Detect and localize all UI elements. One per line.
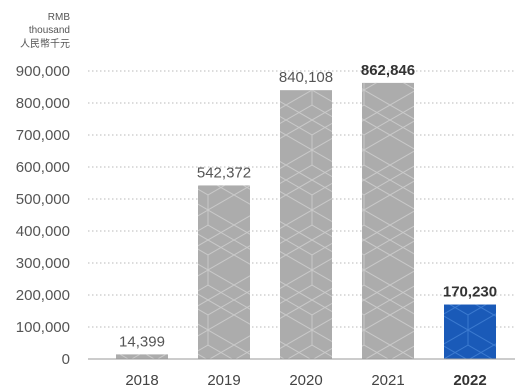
y-tick-label: 100,000 [16, 319, 70, 336]
x-tick-label-2021: 2021 [371, 372, 404, 389]
y-tick-label: 900,000 [16, 63, 70, 80]
bar-pattern-2018 [116, 354, 168, 359]
x-tick-label-2019: 2019 [207, 372, 240, 389]
x-tick-label-2022: 2022 [453, 372, 486, 389]
y-tick-label: 600,000 [16, 159, 70, 176]
value-label-2018: 14,399 [119, 333, 165, 350]
y-tick-label: 700,000 [16, 127, 70, 144]
y-tick-label: 0 [62, 351, 70, 368]
y-tick-label: 200,000 [16, 287, 70, 304]
bar-pattern-2020 [280, 90, 332, 360]
y-tick-label: 300,000 [16, 255, 70, 272]
x-axis-ticks: 2018 2019 2020 2021 2022 [125, 372, 486, 389]
bar-pattern-2022 [444, 304, 496, 359]
y-axis-ticks: 0 100,000 200,000 300,000 400,000 500,000 600,… [16, 63, 70, 368]
x-tick-label-2018: 2018 [125, 372, 158, 389]
value-label-2019: 542,372 [197, 164, 251, 181]
y-tick-label: 500,000 [16, 191, 70, 208]
value-labels: 14,399 542,372 840,108 862,846 170,230 [119, 62, 497, 351]
unit-line-3: 人民幣千元 [20, 38, 70, 50]
unit-line-2: thousand [29, 25, 70, 36]
value-label-2021: 862,846 [361, 62, 415, 79]
bars [116, 82, 496, 360]
unit-line-1: RMB [48, 12, 71, 23]
y-tick-label: 800,000 [16, 95, 70, 112]
y-axis-unit-label: RMB thousand 人民幣千元 [20, 12, 70, 50]
bar-pattern-2019 [198, 185, 250, 359]
x-tick-label-2020: 2020 [289, 372, 322, 389]
value-label-2022: 170,230 [443, 284, 497, 301]
value-label-2020: 840,108 [279, 69, 333, 86]
y-tick-label: 400,000 [16, 223, 70, 240]
bar-pattern-2021 [362, 82, 414, 359]
